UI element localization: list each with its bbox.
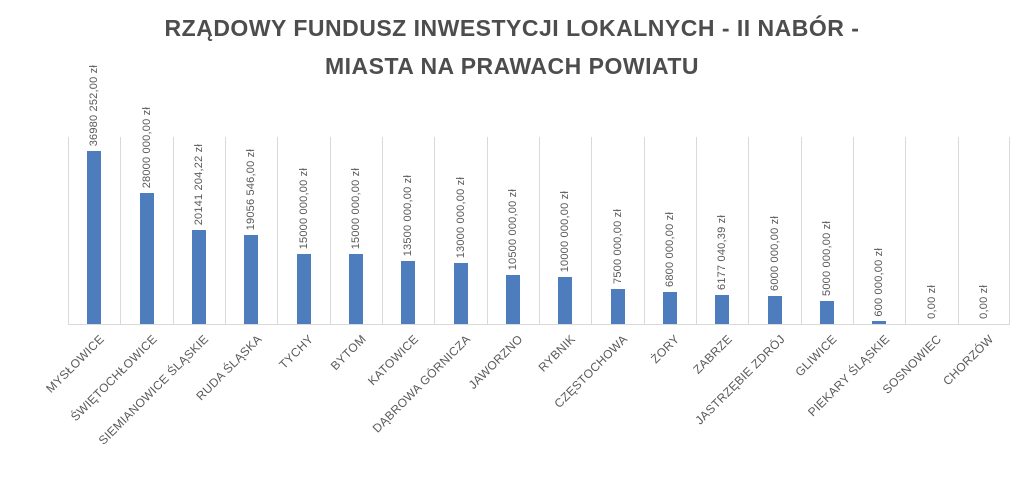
- category-gridline: [68, 137, 69, 324]
- category-gridline: [434, 137, 435, 324]
- category-label: SIEMIANOWICE ŚLĄSKIE: [96, 332, 212, 448]
- bar-value-label: 7500 000,00 zł: [611, 208, 624, 284]
- chart-title-line1: RZĄDOWY FUNDUSZ INWESTYCJI LOKALNYCH - I…: [164, 15, 860, 41]
- bar-value-label: 36980 252,00 zł: [88, 64, 101, 147]
- category-label: TYCHY: [276, 332, 317, 372]
- bar-ruda-śląska: [244, 234, 259, 324]
- category-label: ŚWIĘTOCHŁOWICE: [67, 332, 160, 424]
- category-label: CHORZÓW: [940, 332, 997, 389]
- bar-dąbrowa-górnicza: [453, 263, 468, 324]
- category-label: DĄBROWA GÓRNICZA: [369, 332, 474, 436]
- bar-value-label: 6800 000,00 zł: [663, 212, 676, 288]
- category-gridline: [958, 137, 959, 324]
- bar-żory: [662, 292, 677, 324]
- category-label: ZABRZE: [690, 332, 736, 377]
- bar-value-label: 19056 546,00 zł: [245, 148, 258, 230]
- category-gridline: [801, 137, 802, 324]
- category-label: BYTOM: [327, 332, 369, 373]
- bar-value-label: 600 000,00 zł: [873, 247, 886, 317]
- bar-value-label: 5000 000,00 zł: [820, 220, 833, 296]
- category-gridline: [696, 137, 697, 324]
- bar-świętochłowice: [139, 193, 154, 324]
- bar-value-label: 20141 204,22 zł: [192, 143, 205, 225]
- category-gridline: [277, 137, 278, 324]
- category-gridline: [853, 137, 854, 324]
- chart-title-line2: MIASTA NA PRAWACH POWIATU: [324, 53, 700, 79]
- plot-area: 36980 252,00 zł 28000 000,00 zł 20141 204,…: [68, 65, 1010, 325]
- bar-rybnik: [558, 277, 573, 324]
- category-label: RYBNIK: [535, 332, 579, 375]
- bar-zabrze: [715, 295, 730, 324]
- category-gridline: [382, 137, 383, 324]
- category-gridline: [225, 137, 226, 324]
- bar-value-label: 0,00 zł: [925, 285, 938, 319]
- category-gridline: [539, 137, 540, 324]
- bar-jastrzębie-zdrój: [767, 295, 782, 324]
- bar-value-label: 15000 000,00 zł: [297, 167, 310, 249]
- bar-katowice: [401, 260, 416, 324]
- category-gridline: [748, 137, 749, 324]
- category-label: JAWORZNO: [465, 332, 526, 392]
- category-label: KATOWICE: [365, 332, 422, 389]
- bar-value-label: 10000 000,00 zł: [559, 190, 572, 273]
- category-gridline: [905, 137, 906, 324]
- bar-jaworzno: [505, 274, 520, 324]
- bar-value-label: 0,00 zł: [977, 285, 990, 319]
- bar-value-label: 6177 040,39 zł: [716, 215, 729, 291]
- x-axis-labels: MYSŁOWICE ŚWIĘTOCHŁOWICE SIEMIANOWICE ŚLĄS…: [43, 325, 1010, 482]
- bar-bytom: [348, 253, 363, 324]
- bar-mysłowice: [87, 151, 102, 324]
- bar-tychy: [296, 253, 311, 324]
- category-label: ŻORY: [648, 332, 683, 367]
- category-gridline: [120, 137, 121, 324]
- category-label: JASTRZĘBIE ZDRÓJ: [692, 332, 788, 428]
- bar-piekary-śląskie: [872, 321, 887, 324]
- bar-value-label: 6000 000,00 zł: [768, 216, 781, 291]
- category-gridline: [487, 137, 488, 324]
- chart-title: RZĄDOWY FUNDUSZ INWESTYCJI LOKALNYCH - I…: [0, 9, 1024, 85]
- category-gridline: [173, 137, 174, 324]
- category-gridline: [644, 137, 645, 324]
- bar-value-label: 13000 000,00 zł: [454, 176, 467, 259]
- bar-gliwice: [819, 300, 834, 324]
- bar-częstochowa: [610, 288, 625, 324]
- bar-value-label: 10500 000,00 zł: [506, 188, 519, 270]
- category-gridline: [591, 137, 592, 324]
- category-gridline: [330, 137, 331, 324]
- bar-value-label: 28000 000,00 zł: [140, 106, 153, 189]
- category-label: GLIWICE: [792, 332, 840, 380]
- bar-value-label: 13500 000,00 zł: [402, 174, 415, 256]
- bar-siemianowice-śląskie: [191, 229, 206, 324]
- bar-value-label: 15000 000,00 zł: [349, 167, 362, 249]
- category-gridline: [1009, 137, 1010, 324]
